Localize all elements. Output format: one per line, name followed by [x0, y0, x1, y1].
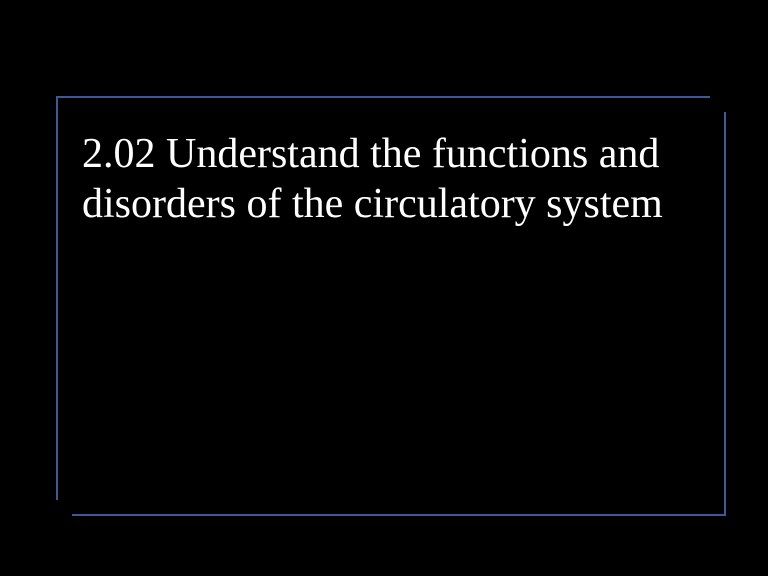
slide-title: 2.02 Understand the functions and disord… [82, 130, 692, 229]
